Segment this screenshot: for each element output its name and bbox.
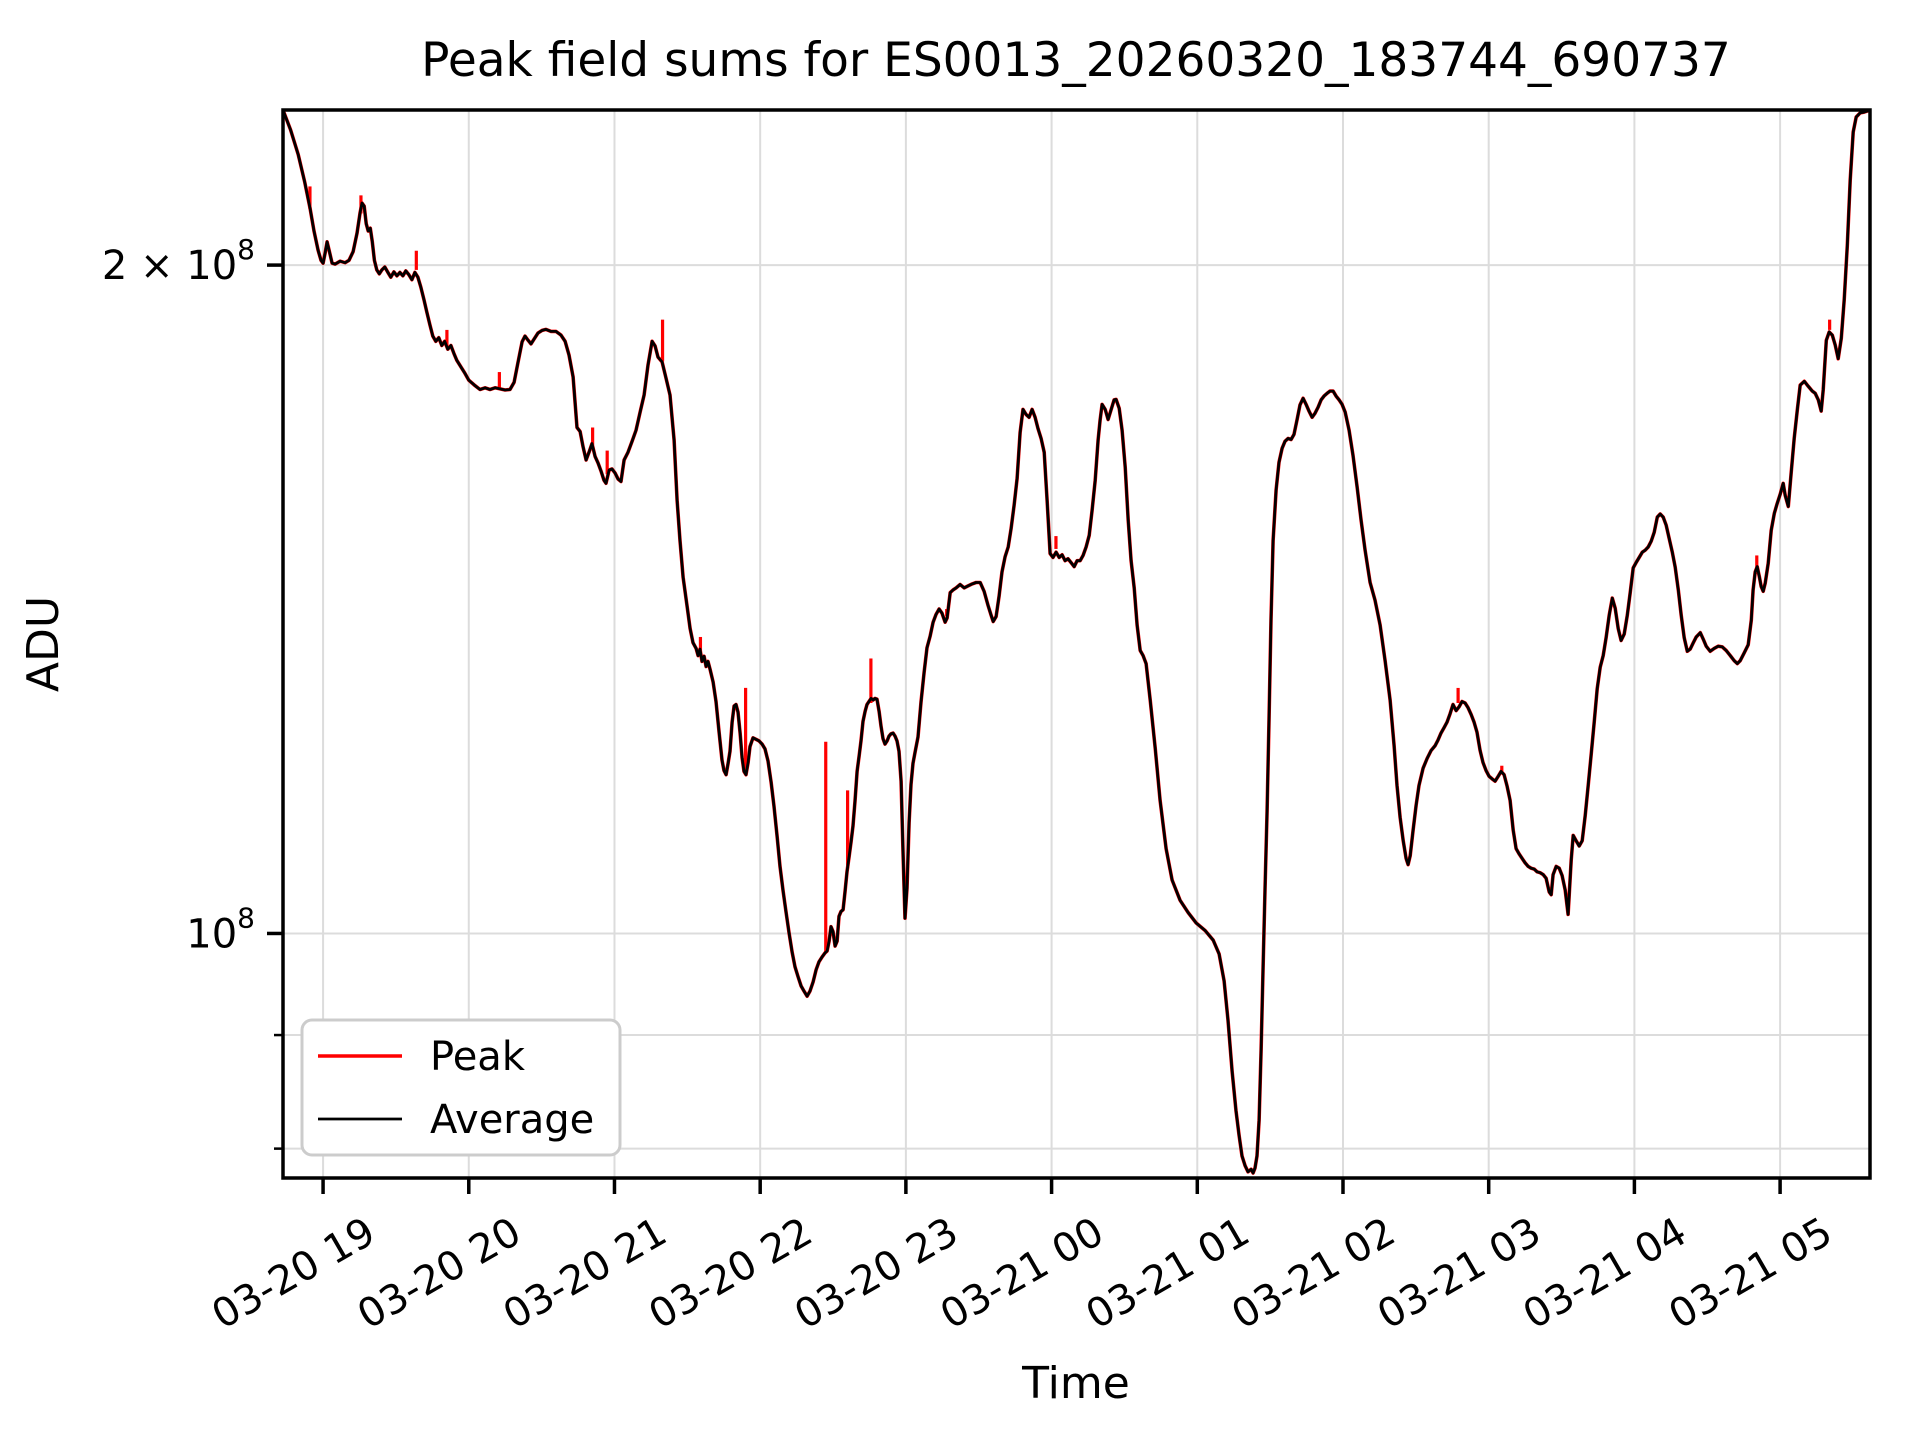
x-tick-label: 03-20 21 xyxy=(496,1209,675,1339)
legend-box xyxy=(300,1018,622,1157)
y-tick-label: 2 × 108 xyxy=(102,233,255,289)
legend: Peak Average xyxy=(300,1018,622,1157)
average-series-line xyxy=(281,109,1869,1175)
x-tick-label: 03-21 01 xyxy=(1079,1209,1258,1339)
series-layer xyxy=(281,109,1869,1175)
x-tick-label: 03-20 22 xyxy=(641,1209,820,1339)
grid-layer xyxy=(283,110,1870,1178)
x-tick-label: 03-21 05 xyxy=(1661,1209,1840,1339)
plot-frame xyxy=(281,108,1872,1180)
x-tick-label: 03-20 20 xyxy=(350,1209,529,1339)
legend-label-average: Average xyxy=(430,1097,594,1143)
y-tick-label: 108 xyxy=(186,901,255,957)
x-tick-label: 03-20 19 xyxy=(204,1209,383,1339)
x-tick-label: 03-21 02 xyxy=(1224,1209,1403,1339)
x-tick-label: 03-20 23 xyxy=(787,1209,966,1339)
x-tick-label: 03-21 04 xyxy=(1516,1209,1695,1339)
y-axis-label: ADU xyxy=(18,596,69,692)
legend-label-peak: Peak xyxy=(430,1034,526,1080)
x-tick-label: 03-21 03 xyxy=(1370,1209,1549,1339)
peak-series-line xyxy=(281,109,1869,1175)
x-axis-label: Time xyxy=(1021,1358,1130,1409)
x-tick-label: 03-21 00 xyxy=(933,1209,1112,1339)
chart-title: Peak field sums for ES0013_20260320_1837… xyxy=(421,33,1731,88)
